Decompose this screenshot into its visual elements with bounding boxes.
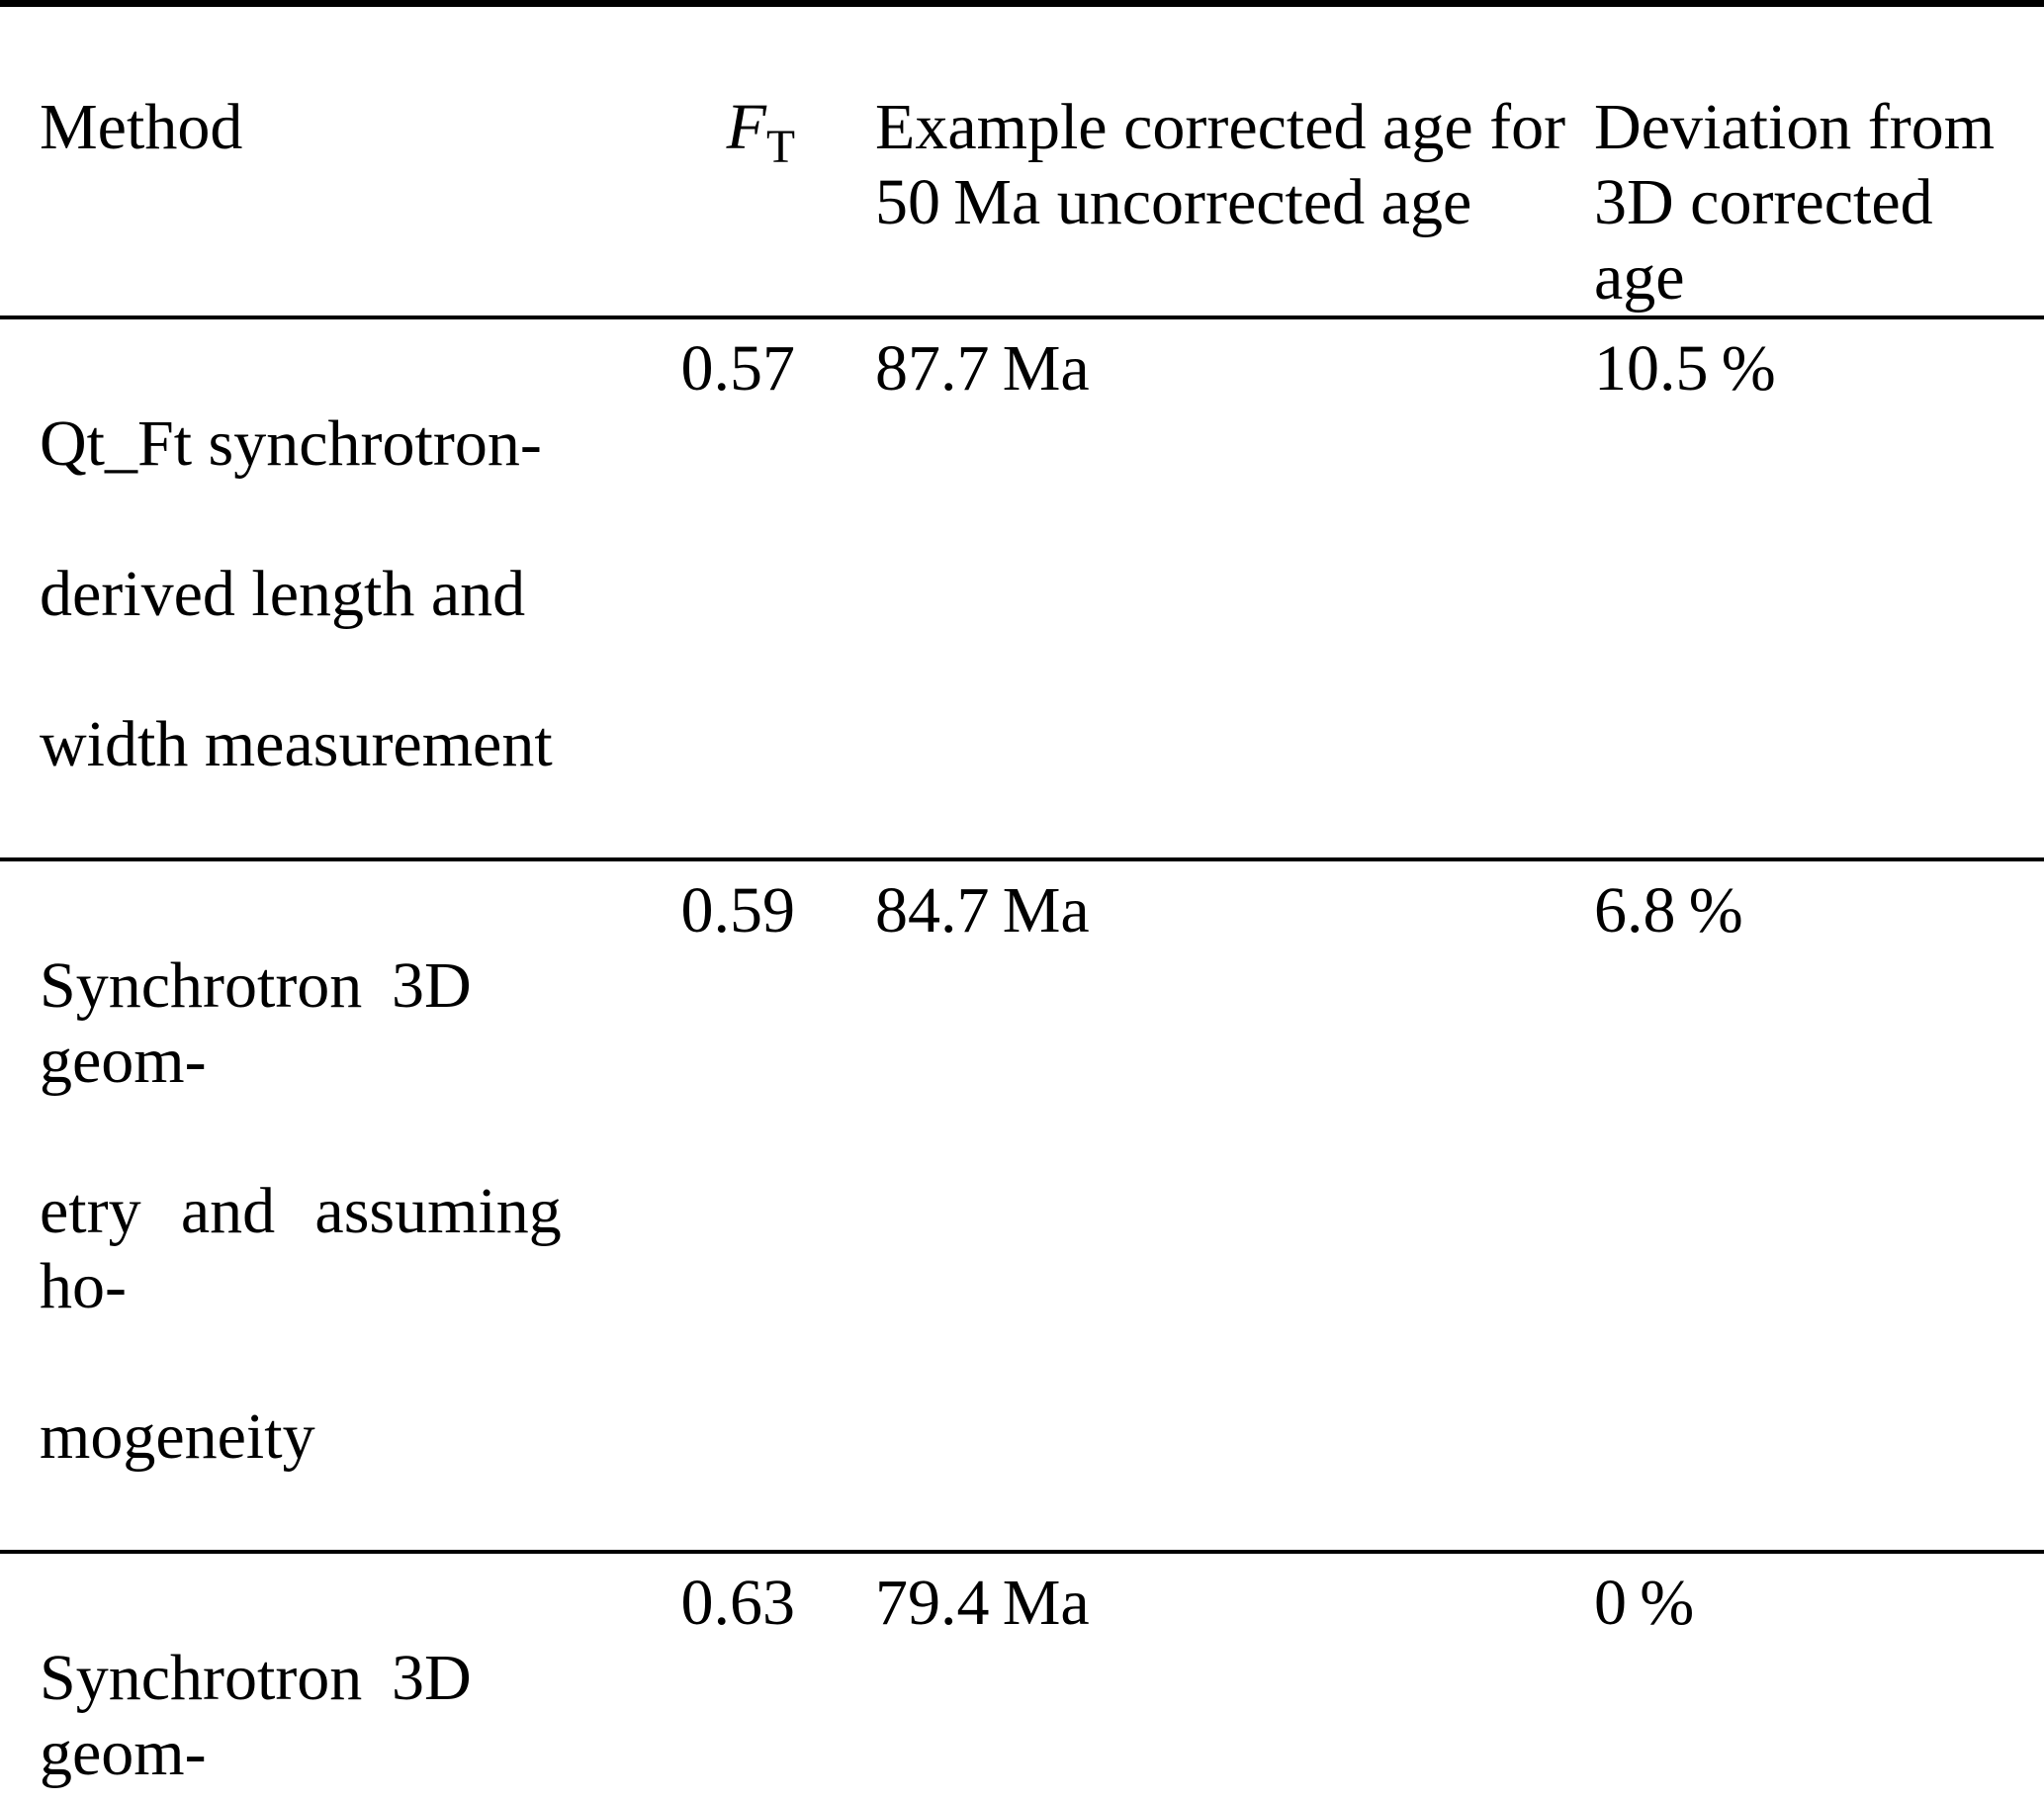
ft-value-cell: 0.57 xyxy=(653,317,801,861)
method-line: mogeneity xyxy=(40,1400,315,1473)
table-header-row: Method FT Example corrected age for 50 M… xyxy=(0,3,2044,319)
corrected-age-cell: 84.7 Ma xyxy=(801,859,1592,1554)
header-cell-deviation: Deviation from 3D corrected age xyxy=(1592,3,2044,319)
header-cell-ft: FT xyxy=(653,3,801,319)
deviation-cell: 6.8 % xyxy=(1592,859,2044,1554)
table-row: Qt_Ft synchrotron- derived length and wi… xyxy=(0,317,2044,861)
method-line: derived length and xyxy=(40,558,526,630)
method-cell: Synchrotron 3D geom- etry and assuming h… xyxy=(0,859,653,1554)
header-cell-corrected-age: Example corrected age for 50 Ma uncorrec… xyxy=(801,3,1592,319)
header-label-deviation: Deviation from 3D corrected age xyxy=(1594,91,1996,314)
table-row: Synchrotron 3D geom- etry and assuming h… xyxy=(0,859,2044,1554)
corrected-age-cell: 87.7 Ma xyxy=(801,317,1592,861)
method-cell: Synchrotron 3D geom- etry and 3D zonatio… xyxy=(0,1552,653,1802)
deviation-cell: 10.5 % xyxy=(1592,317,2044,861)
ft-symbol: F xyxy=(726,91,766,163)
header-cell-method: Method xyxy=(0,3,653,319)
header-label-corrected-age: Example corrected age for 50 Ma uncorrec… xyxy=(875,91,1566,238)
method-line: Qt_Ft synchrotron- xyxy=(40,407,542,480)
ft-symbol-subscript: T xyxy=(765,122,795,174)
ft-value-cell: 0.59 xyxy=(653,859,801,1554)
method-line: Synchrotron 3D geom- xyxy=(40,949,472,1097)
header-label-method: Method xyxy=(40,91,243,163)
method-line: width measurement xyxy=(40,708,553,780)
method-line: Synchrotron 3D geom- xyxy=(40,1642,472,1789)
ft-value-cell: 0.63 xyxy=(680,1567,796,1639)
corrected-age-cell: 79.4 Ma xyxy=(875,1567,1090,1639)
method-line: etry and assuming ho- xyxy=(40,1175,562,1322)
table-row: Synchrotron 3D geom- etry and 3D zonatio… xyxy=(0,1552,2044,1802)
method-cell: Qt_Ft synchrotron- derived length and wi… xyxy=(0,317,653,861)
deviation-cell: 0 % xyxy=(1594,1567,1695,1639)
